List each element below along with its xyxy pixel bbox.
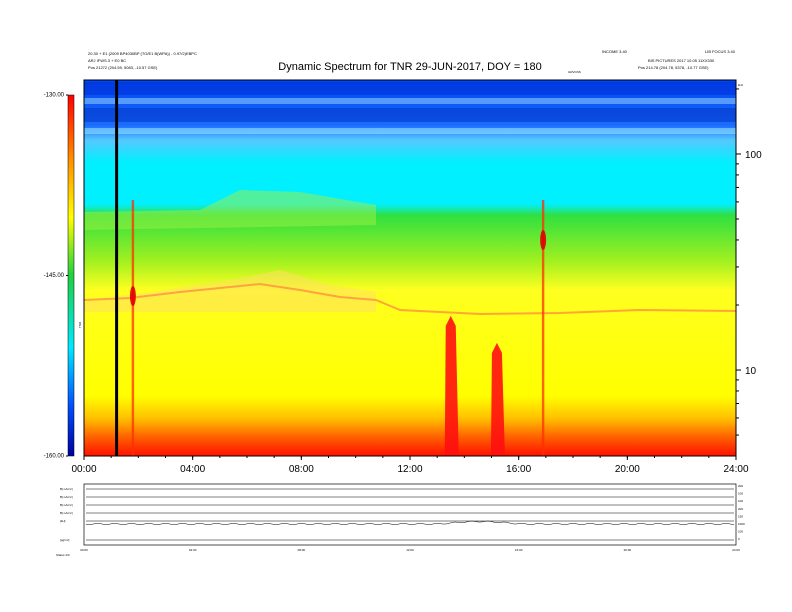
yellow-hump (84, 270, 376, 312)
y-tick-label: 10 (745, 366, 757, 377)
x-tick-label: 24:00 (723, 464, 748, 475)
cyan-band (84, 128, 736, 134)
burst-marks (129, 200, 547, 456)
x-tick-label: 12:00 (397, 464, 422, 475)
panel-x-tick-label: 20:00 (624, 548, 632, 552)
panel-x-tick-label: 24:00 (732, 548, 740, 552)
x-axis: 00:00 04:00 08:00 12:00 16:00 20:00 24:00 (71, 456, 749, 475)
panel-left-label: B[ nA/m²] (60, 511, 73, 515)
burst-core (540, 229, 547, 250)
x-tick-label: 16:00 (506, 464, 531, 475)
y-axis-unit: kHz (738, 83, 744, 87)
burst-core (129, 286, 136, 307)
colorbar-tick-label: -145.00 (44, 273, 65, 279)
upper-light-band (84, 98, 736, 104)
panel-left-label: [pg/m³] (60, 538, 70, 542)
spectrogram-background (84, 80, 736, 456)
panel-right-label: 0 (738, 537, 740, 541)
x-tick-label: 20:00 (615, 464, 640, 475)
footer-status: Status 2/3 (56, 553, 70, 557)
header-right-line-2: LIB FOCUS 3.40 (705, 49, 736, 54)
header-right-line-3: BIS PICTURES 2017 10.05 11XX330 (648, 58, 715, 63)
panel-x-tick-label: 12:00 (406, 548, 414, 552)
spectrogram (84, 80, 736, 456)
colorbar-tick-label: -160.00 (44, 454, 65, 460)
chart-title: Dynamic Spectrum for TNR 29-JUN-2017, DO… (278, 61, 541, 73)
panel-x-tick-label: 08:00 (298, 548, 306, 552)
green-hump (84, 190, 376, 230)
header-right-line-1: INCOME 3.40 (602, 49, 628, 54)
panel-x-tick-label: 16:00 (515, 548, 523, 552)
burst-streak (541, 200, 545, 456)
colorbar-label: TNR (78, 321, 82, 328)
emission-patch (444, 315, 459, 456)
y-axis-right: 100 10 (736, 88, 762, 436)
panel-right-label: 100 (738, 530, 743, 534)
panel-right-label: 100 (738, 499, 743, 503)
x-tick-label: 08:00 (289, 464, 314, 475)
header-center-small: GRVCNS (568, 70, 581, 74)
panel-left-label: B[ nA/m²] (60, 495, 73, 499)
colorbar (67, 94, 75, 457)
emission-patch (490, 342, 505, 456)
colorbar-ticks: -130.00 -145.00 -160.00 (44, 93, 68, 460)
header-left-line-3: Pos 21272 (204.59, 5083, -10.57 GSE) (88, 65, 158, 70)
panel-right-label: 1000 (738, 522, 745, 526)
colorbar-tick-label: -130.00 (44, 93, 65, 99)
panel-right-label: 200 (738, 484, 743, 488)
lower-panels: B[ nA/m²] B[ nA/m²] B[ nA/m²] B[ nA/m²] [kH]… (60, 483, 745, 552)
panel-left-label: B[ nA/m²] (60, 487, 73, 491)
panel-frame (83, 483, 737, 546)
panel-left-label: B[ nA/m²] (60, 503, 73, 507)
data-gap-line (115, 80, 119, 456)
x-tick-label: 00:00 (71, 464, 96, 475)
y-tick-label: 100 (745, 150, 762, 161)
panel-x-tick-label: 04:00 (189, 548, 197, 552)
x-tick-label: 04:00 (180, 464, 205, 475)
upper-blue-band (84, 82, 736, 95)
header-left-line-2: ARJ IFWS.3 + E0 BC (88, 58, 126, 63)
panel-left-label: [kH] (60, 519, 66, 523)
header-right-line-4: Pos 214.78 (204.78, 5378, -10.77 GSE) (638, 65, 709, 70)
upper-dark-band (84, 108, 736, 122)
panel-right-label: 150 (738, 514, 743, 518)
panel-x-tick-label: 00:00 (80, 548, 88, 552)
panel-right-label: 200 (738, 507, 743, 511)
burst-streak (131, 200, 135, 456)
panel-right-label: 100 (738, 492, 743, 496)
plasma-line (84, 282, 736, 316)
panel-signal-trace (85, 520, 735, 525)
header-left-line-1: 20.30 + E1 (2009 BP4030BP (TO/E1 B(WPA))… (88, 51, 197, 56)
